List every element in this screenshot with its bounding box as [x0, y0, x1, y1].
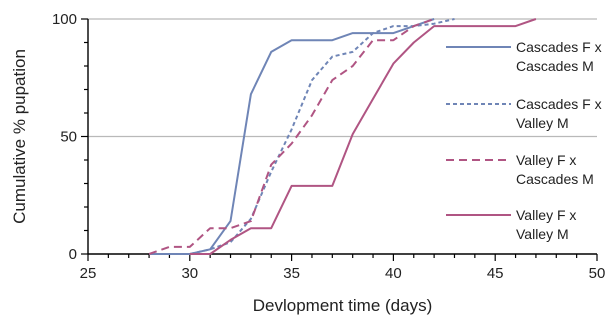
x-tick-label: 35	[283, 265, 300, 282]
legend-label: Cascades F x	[516, 39, 602, 55]
series-line-3	[148, 18, 435, 255]
legend-label: Valley M	[516, 226, 569, 242]
y-tick-label: 50	[60, 129, 77, 146]
y-tick-label: 0	[69, 246, 77, 263]
series-line-1	[149, 18, 435, 255]
grid-lines	[88, 18, 597, 138]
x-axis-title: Devlopment time (days)	[253, 296, 433, 315]
x-tick-label: 45	[487, 265, 504, 282]
x-tick-label: 50	[589, 265, 606, 282]
legend-label: Cascades M	[516, 171, 594, 187]
series-lines	[148, 18, 537, 255]
legend-label: Valley F x	[516, 152, 576, 168]
legend-label: Valley F x	[516, 207, 576, 223]
series-line-2	[169, 18, 455, 255]
legend: Cascades F x Cascades M Cascades F x Valley…	[446, 39, 602, 242]
legend-label: Cascades F x	[516, 96, 602, 112]
x-tick-label: 25	[80, 265, 97, 282]
legend-label: Valley M	[516, 115, 569, 131]
x-tick-label: 30	[181, 265, 198, 282]
y-axis-title: Cumulative % pupation	[10, 49, 29, 224]
x-tick-label: 40	[385, 265, 402, 282]
series-line-4	[189, 18, 537, 255]
y-tick-label: 100	[52, 11, 77, 28]
legend-label: Cascades M	[516, 58, 594, 74]
